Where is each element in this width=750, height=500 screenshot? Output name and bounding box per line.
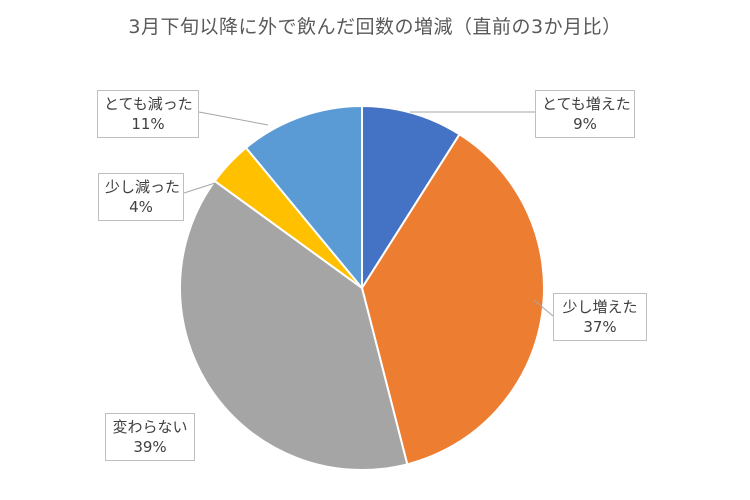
data-label-value: 39% xyxy=(133,438,167,456)
data-label-value: 37% xyxy=(583,318,617,336)
leader-line xyxy=(533,299,554,317)
leader-lines xyxy=(183,111,554,317)
data-label-category: とても減った xyxy=(104,95,193,113)
data-label-totemo-fueta: とても増えた 9% xyxy=(535,90,635,138)
chart-title: 3月下旬以降に外で飲んだ回数の増減（直前の3か月比） xyxy=(128,16,622,38)
pie-slices xyxy=(179,104,545,471)
data-label-sukoshi-hetta: 少し減った 4% xyxy=(98,173,184,221)
data-label-value: 4% xyxy=(129,198,153,216)
slice-sukoshi-fueta xyxy=(360,132,545,466)
data-label-category: 少し減った xyxy=(105,178,181,196)
data-label-sukoshi-fueta: 少し増えた 37% xyxy=(553,293,647,341)
data-label-category: 変わらない xyxy=(112,418,188,436)
data-label-totemo-hetta: とても減った 11% xyxy=(97,90,199,138)
leader-line xyxy=(198,111,269,126)
data-label-category: とても増えた xyxy=(542,95,631,113)
data-label-value: 11% xyxy=(131,115,165,133)
data-label-category: 少し増えた xyxy=(562,298,638,316)
data-label-kawaranai: 変わらない 39% xyxy=(105,413,195,461)
data-label-value: 9% xyxy=(573,115,597,133)
slice-kawaranai xyxy=(179,179,409,471)
leader-line xyxy=(183,182,216,194)
slice-totemo-hetta xyxy=(244,104,363,291)
slice-totemo-fueta xyxy=(361,104,461,292)
